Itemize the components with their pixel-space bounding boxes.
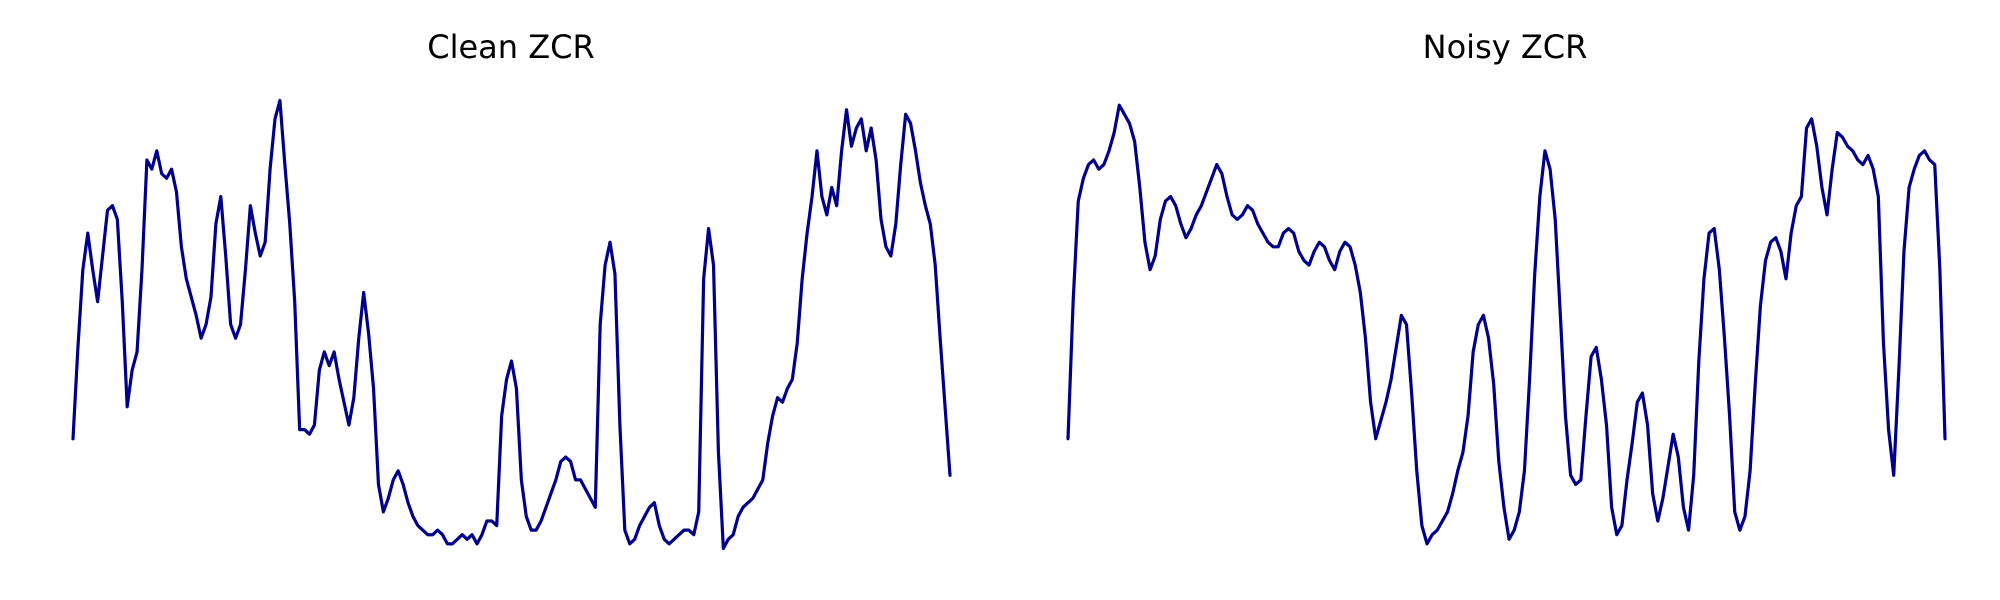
chart-panel-noisy-zcr: Noisy ZCR	[1066, 28, 1947, 546]
series-line-clean-zcr	[71, 98, 952, 551]
chart-title-clean-zcr: Clean ZCR	[427, 28, 594, 66]
series-line-noisy-zcr	[1066, 103, 1947, 546]
chart-title-noisy-zcr: Noisy ZCR	[1423, 28, 1588, 66]
chart-panel-clean-zcr: Clean ZCR	[71, 28, 952, 551]
